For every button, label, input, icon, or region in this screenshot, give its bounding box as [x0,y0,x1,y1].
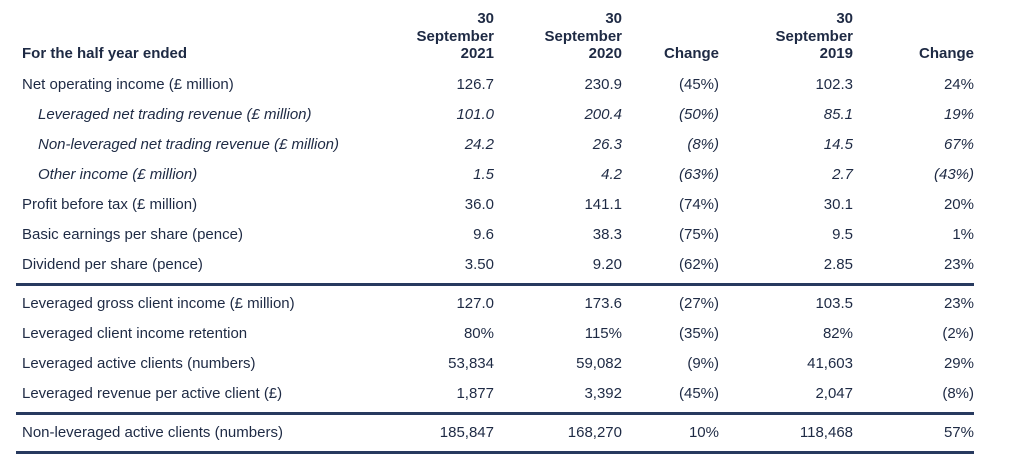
cell-value: 82% [822,325,853,343]
header-col-change-1: Change [663,45,719,63]
cell-value: 4.2 [601,166,622,184]
header-col-change-2: Change [918,45,974,63]
cell-value: 38.3 [592,226,622,244]
cell-value: 1,877 [350,379,494,416]
cell-value: (63%) [678,166,719,184]
cell-value: 20% [943,196,974,214]
cell-value: 115% [584,325,622,343]
cell-value: 200.4 [584,106,622,124]
row-label: Other income (£ million) [38,166,198,184]
cell-value: 185,847 [350,413,494,454]
cell-value: 53,834 [448,355,494,373]
table-row: Leveraged gross client income (£ million… [16,285,974,320]
cell-value: 30.1 [823,196,853,214]
cell-value: 23% [943,295,974,313]
row-label: Dividend per share (pence) [16,250,350,287]
financial-results-table-container: For the half year ended 30 September 202… [16,4,974,454]
header-row-label: For the half year ended [22,45,188,63]
cell-value: 127.0 [456,295,494,313]
table-row: Leveraged revenue per active client (£) … [16,379,974,416]
cell-value: 102.3 [815,76,853,94]
cell-value: 24% [943,76,974,94]
cell-value: 41,603 [807,355,853,373]
cell-value: 59,082 [576,355,622,373]
cell-value: (8%) [853,379,974,416]
cell-value: 9.5 [832,226,853,244]
cell-value: (62%) [622,250,719,287]
table-row: Dividend per share (pence) 3.50 9.20 (62… [16,250,974,287]
cell-value: (74%) [678,196,719,214]
cell-value: 173.6 [584,295,622,313]
header-col-sep-2020: 30 September 2020 [544,10,622,63]
cell-value: 9.6 [473,226,494,244]
cell-value: 2.85 [719,250,853,287]
cell-value: (2%) [942,325,974,343]
row-label: Profit before tax (£ million) [22,196,198,214]
cell-value: 10% [622,413,719,454]
cell-value: (27%) [678,295,719,313]
table-body: Net operating income (£ million) 126.7 2… [16,70,974,454]
table-row: Basic earnings per share (pence) 9.6 38.… [16,220,974,250]
cell-value: 29% [943,355,974,373]
cell-value: 67% [943,136,974,154]
cell-value: 3.50 [350,250,494,287]
table-row: Leveraged active clients (numbers) 53,83… [16,349,974,379]
table-row: Non-leveraged net trading revenue (£ mil… [16,130,974,160]
header-row: For the half year ended 30 September 202… [16,4,974,70]
table-row: Leveraged net trading revenue (£ million… [16,100,974,130]
cell-value: (8%) [687,136,719,154]
cell-value: 57% [853,413,974,454]
cell-value: 101.0 [456,106,494,124]
cell-value: 19% [943,106,974,124]
cell-value: 14.5 [823,136,853,154]
cell-value: 36.0 [464,196,494,214]
cell-value: (75%) [678,226,719,244]
cell-value: 118,468 [719,413,853,454]
cell-value: (45%) [678,76,719,94]
row-label: Basic earnings per share (pence) [22,226,243,244]
table-row: Non-leveraged active clients (numbers) 1… [16,413,974,454]
header-col-sep-2019: 30 September 2019 [775,10,853,63]
cell-value: 230.9 [584,76,622,94]
cell-value: (43%) [933,166,974,184]
cell-value: 85.1 [823,106,853,124]
row-label: Leveraged net trading revenue (£ million… [38,106,312,124]
cell-value: 103.5 [815,295,853,313]
row-label: Leveraged gross client income (£ million… [22,295,295,313]
cell-value: 24.2 [464,136,494,154]
row-label: Non-leveraged active clients (numbers) [16,413,350,454]
cell-value: 2.7 [832,166,853,184]
cell-value: (9%) [687,355,719,373]
cell-value: 3,392 [494,379,622,416]
table-row: Other income (£ million) 1.5 4.2 (63%) 2… [16,160,974,190]
row-label: Leveraged client income retention [22,325,248,343]
table-row: Profit before tax (£ million) 36.0 141.1… [16,190,974,220]
cell-value: 80% [463,325,494,343]
cell-value: 9.20 [494,250,622,287]
row-label: Leveraged active clients (numbers) [22,355,256,373]
cell-value: (50%) [678,106,719,124]
cell-value: 2,047 [719,379,853,416]
table-row: Net operating income (£ million) 126.7 2… [16,70,974,100]
table-header: For the half year ended 30 September 202… [16,4,974,70]
table-row: Leveraged client income retention 80% 11… [16,319,974,349]
page: { "colors": { "text": "#1e2a44", "rule":… [16,10,974,454]
cell-value: 23% [853,250,974,287]
header-col-sep-2021: 30 September 2021 [416,10,494,63]
cell-value: 26.3 [592,136,622,154]
row-label: Non-leveraged net trading revenue (£ mil… [38,136,339,154]
row-label: Net operating income (£ million) [22,76,234,94]
cell-value: 168,270 [494,413,622,454]
cell-value: 1.5 [473,166,494,184]
cell-value: (45%) [622,379,719,416]
cell-value: 1% [952,226,974,244]
cell-value: 141.1 [584,196,622,214]
financial-results-table: For the half year ended 30 September 202… [16,4,974,454]
cell-value: (35%) [678,325,719,343]
cell-value: 126.7 [456,76,494,94]
row-label: Leveraged revenue per active client (£) [16,379,350,416]
